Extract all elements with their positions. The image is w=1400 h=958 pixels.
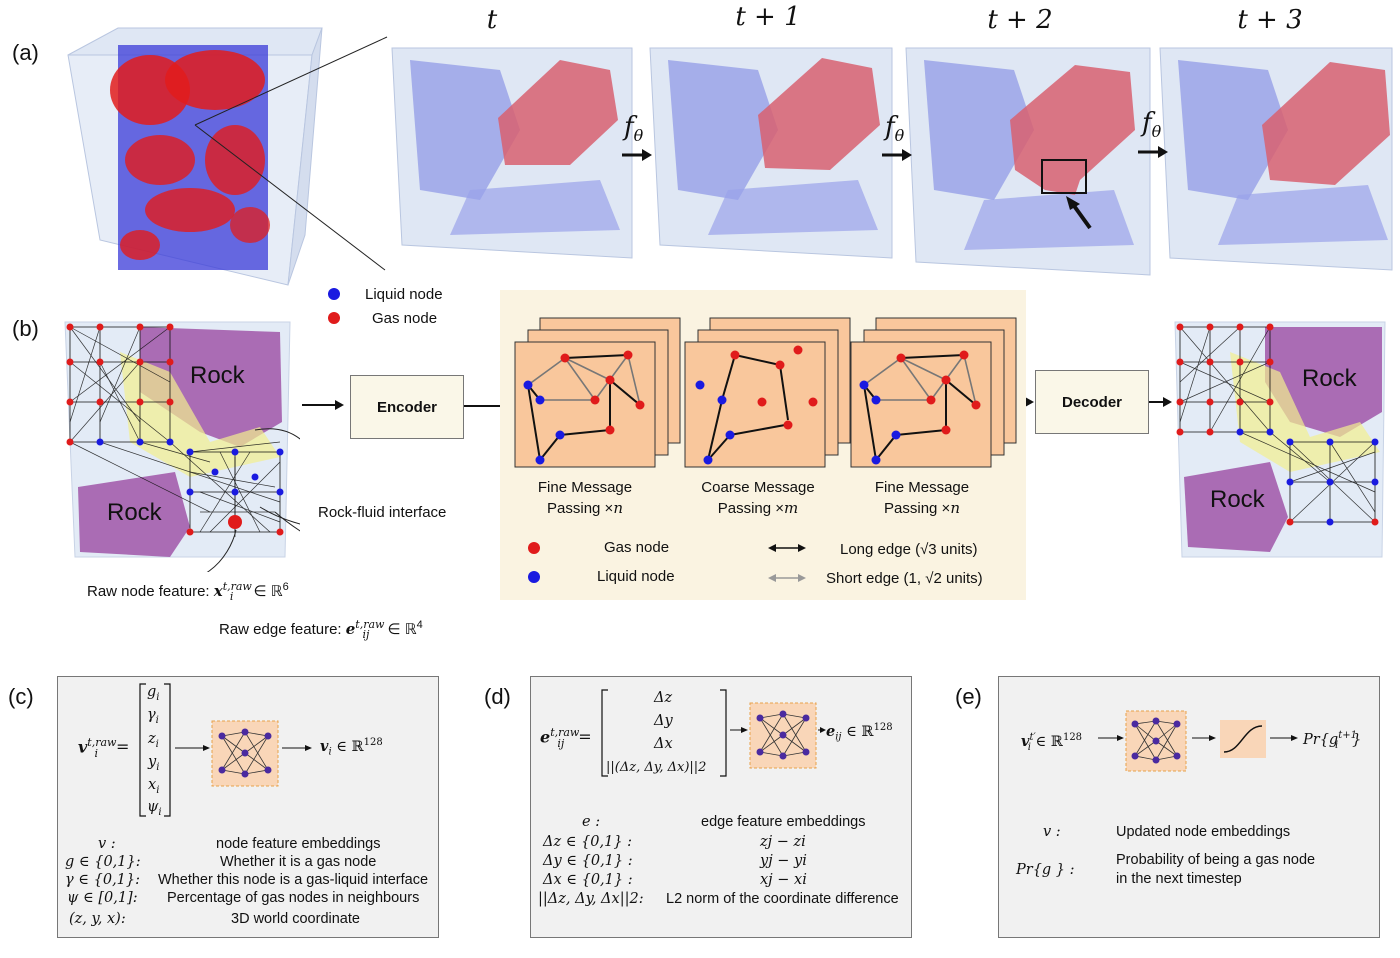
panel-c-output: vi ∈ ℝ128 [320,737,383,758]
panel-c-box [57,676,439,938]
panel-c-desc-1: Whether it is a gas node [220,854,377,870]
panel-c-desc-4: 3D world coordinate [231,911,360,927]
panel-e-desc-1b: in the next timestep [1116,871,1242,887]
legend-top-markers [328,288,340,324]
message-passing-stacks [514,317,1017,468]
rock-label-input-top: Rock [190,362,245,389]
panel-label-e: (e) [955,684,982,709]
panel-label-c: (c) [8,684,34,709]
operator-label-3: fθ [1142,108,1162,142]
raw-node-feature-label: Raw node feature: xt,rawi ∈ ℝ6 [87,580,289,603]
panel-c-entry-x: xi [148,777,160,796]
panel-c-mlp [175,720,312,787]
panel-d-entry-dz: Δz [654,690,673,706]
panel-d-sym-3: Δx ∈ {0,1} : [543,872,633,888]
panel-d-bracket [601,689,727,777]
panel-c-desc-0: node feature embeddings [216,836,381,852]
panel-d-desc-3: xj − xi [760,872,807,888]
rock-label-input-bottom: Rock [107,499,162,526]
raw-edge-feature-label: Raw edge feature: et,rawij ∈ ℝ4 [219,618,423,641]
caption-fine-mp-2: Fine Message Passing ×n [874,479,970,517]
legend-box-gas: Gas node [604,539,670,556]
caption-fine-mp-1: Fine Message Passing ×n [537,479,633,517]
panel-e-mlp [1098,710,1266,772]
timestep-cube-t [391,47,633,259]
timestep-label-t: t [486,5,498,35]
panel-d-desc-0: edge feature embeddings [701,814,866,830]
legend-box-long-edge: Long edge (√3 units) [840,541,978,558]
timestep-label-t3: t + 3 [1237,5,1303,35]
panel-c-entry-z: zi [148,731,159,750]
panel-c-entry-gamma: γi [147,707,159,726]
panel-d-sym-0: e : [582,814,601,830]
panel-d-sym-2: Δy ∈ {0,1} : [543,853,633,869]
output-graph [1174,321,1386,558]
panel-d-entry-dy: Δy [654,713,673,729]
operator-label-2: fθ [885,112,905,146]
panel-c-desc-2: Whether this node is a gas-liquid interf… [158,872,429,888]
panel-e-desc-0: Updated node embeddings [1116,824,1291,840]
rock-label-output-bottom: Rock [1210,486,1265,513]
panel-e-desc-1: Probability of being a gas node [1116,852,1316,868]
legend-box-liquid: Liquid node [597,568,675,585]
panel-d-desc-4: L2 norm of the coordinate difference [666,891,899,907]
rock-label-output-top: Rock [1302,365,1357,392]
panel-d-output: eij ∈ ℝ128 [826,722,893,743]
panel-c-entry-y: yi [148,754,160,773]
operator-label-1: fθ [624,112,644,146]
legend-box-markers [528,542,806,583]
panel-c-sym-4: (z, y, x): [69,911,126,927]
panel-label-a: (a) [12,40,39,65]
panel-d-sym-1: Δz ∈ {0,1} : [543,834,633,850]
panel-c-sym-0: v : [98,836,116,852]
panel-d-entry-norm: ||(Δz, Δy, Δx)||2 [606,760,707,775]
panel-e-arrow-out [1270,735,1298,741]
timestep-label-t2: t + 2 [987,5,1053,35]
caption-coarse-mp: Coarse Message Passing ×m [701,479,815,517]
arrow-t2-t3 [1138,146,1168,158]
panel-c-desc-3: Percentage of gas nodes in neighbours [167,890,420,906]
panel-d-sym-4: ||Δz, Δy, Δx||2: [538,891,644,907]
panel-e-input: vt′i ∈ ℝ128 [1021,732,1083,753]
panel-label-b: (b) [12,316,39,341]
panel-c-entry-psi: ψi [147,799,162,818]
panel-d-box [530,676,912,938]
panel-e-sym-0: v : [1043,824,1061,840]
timestep-cube-t3 [1159,47,1393,271]
panel-c-sym-2: γ ∈ {0,1}: [65,872,141,888]
arrow-t-t1 [622,149,652,161]
panel-d-desc-1: zj − zi [760,834,806,850]
timestep-cube-t2 [905,47,1151,276]
input-graph [64,321,300,572]
full-domain-cube [67,27,323,286]
panel-c-sym-3: ψ ∈ [0,1]: [67,890,138,906]
panel-e-sym-1: Pr{g } : [1016,862,1075,878]
panel-d-entry-dx: Δx [654,736,673,752]
legend-top-gas: Gas node [372,310,438,327]
arrow-t1-t2 [882,149,912,161]
panel-c-entry-g: gi [147,684,160,703]
legend-box-short-edge: Short edge (1, √2 units) [826,570,983,587]
decoder-block: Decoder [1035,370,1149,434]
panel-c-bracket [139,683,171,817]
timestep-label-t1: t + 1 [735,2,801,32]
panel-d-mlp [730,702,826,769]
panel-c-input-vector: vt,rawi = [78,736,130,760]
panel-e-output: Pr{gt+1i} [1303,730,1362,751]
panel-a-graphics [67,27,1393,286]
timestep-cube-t1 [649,47,893,259]
panel-e-box [998,676,1380,938]
panel-c-sym-1: g ∈ {0,1}: [65,854,141,870]
panel-d-desc-2: yj − yi [760,853,807,869]
encoder-block: Encoder [350,375,464,439]
panel-d-input-vector: et,rawij = [540,726,592,750]
legend-top-liquid: Liquid node [365,286,443,303]
rock-fluid-interface-label: Rock-fluid interface [318,504,447,521]
panel-label-d: (d) [484,684,511,709]
